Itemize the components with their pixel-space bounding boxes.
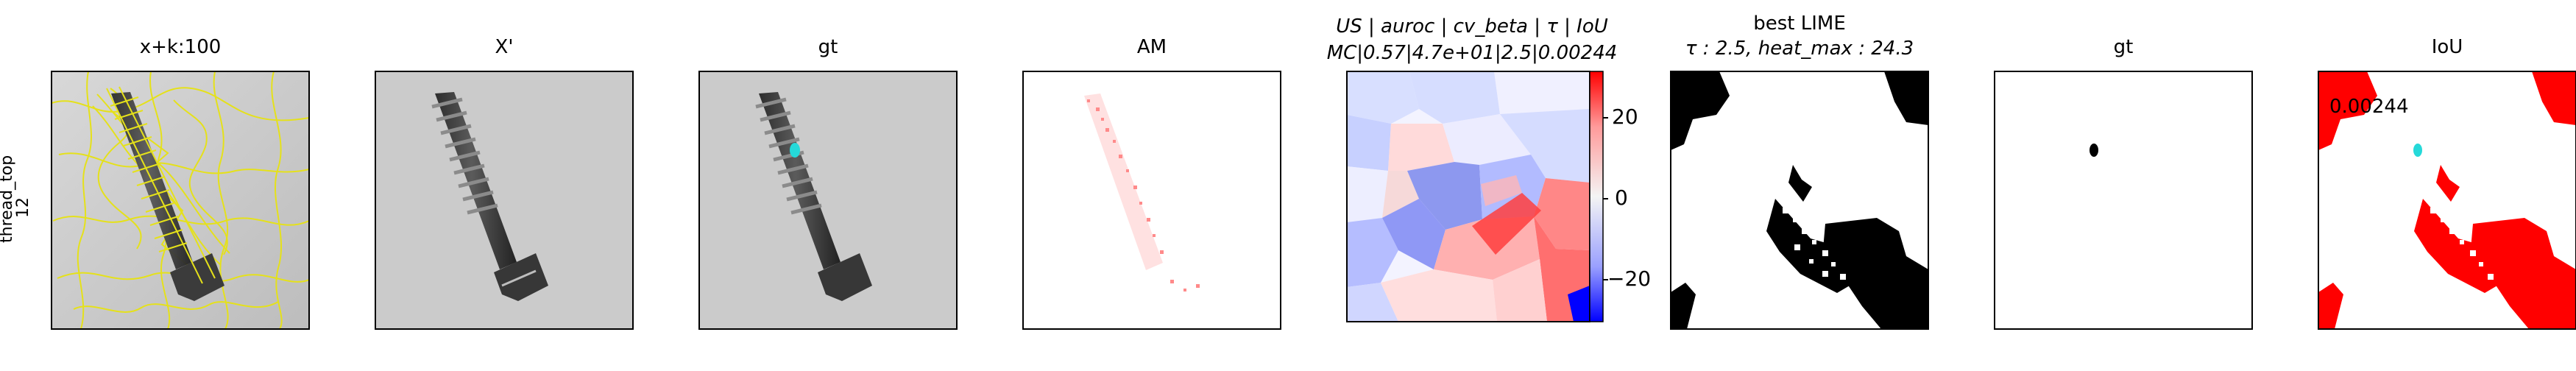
panel-title-explanation-line2: MC|0.57|4.7e+01|2.5|0.00244 xyxy=(1327,42,1618,64)
panel-background xyxy=(1023,71,1281,329)
colorbar-tick-label-bottom: −20 xyxy=(1607,266,1651,291)
panel-gt-overlay xyxy=(698,71,958,330)
panel-title-iou: IoU xyxy=(2432,36,2463,58)
panel-title-x-prime: X' xyxy=(495,36,514,58)
iou-annotation: 0.00244 xyxy=(2329,96,2409,118)
panel-frame xyxy=(1994,71,2253,330)
panel-title-x-superpixels: x+k:100 xyxy=(140,36,222,58)
panel-frame xyxy=(2318,71,2576,330)
iou-mask-speckles xyxy=(2430,208,2494,280)
panel-title-best-lime-line1: best LIME xyxy=(1753,13,1846,35)
panel-x-superpixels xyxy=(51,71,310,330)
screw-image xyxy=(755,92,872,301)
colorbar xyxy=(1590,71,1603,322)
colorbar-frame xyxy=(1589,71,1604,322)
explanation-heatmap xyxy=(1347,71,1590,322)
lime-mask-speckles xyxy=(1783,208,1846,280)
am-heatmap xyxy=(1084,93,1200,292)
panel-frame xyxy=(375,71,634,330)
panel-title-gt-mask: gt xyxy=(2114,36,2134,58)
panel-title-gt-overlay: gt xyxy=(818,36,838,58)
lime-mask xyxy=(1671,71,1928,329)
panel-frame xyxy=(698,71,958,330)
panel-iou: 0.00244 xyxy=(2318,71,2576,330)
screw-image xyxy=(431,92,548,301)
gt-marker xyxy=(790,143,800,158)
screw-image xyxy=(106,86,224,301)
panel-title-best-lime-line2: τ : 2.5, heat_max : 24.3 xyxy=(1685,38,1914,60)
panel-frame xyxy=(51,71,310,330)
panel-frame xyxy=(1670,71,1929,330)
colorbar-tick-label-top: 20 xyxy=(1612,105,1638,129)
row-label-line1: thread_top xyxy=(0,155,16,243)
panel-best-lime xyxy=(1670,71,1929,330)
iou-mask xyxy=(2318,71,2576,329)
panel-explanation: 20 0 −20 xyxy=(1346,71,1651,322)
panel-x-prime xyxy=(375,71,634,330)
panel-title-explanation-line1: US | auroc | cv_beta | τ | IoU xyxy=(1336,15,1608,38)
panel-gt-mask xyxy=(1994,71,2253,330)
panel-frame xyxy=(1022,71,1281,330)
iou-marker xyxy=(2413,144,2422,157)
row-label-line2: 12 xyxy=(14,197,32,218)
panel-title-am: AM xyxy=(1137,36,1167,58)
colorbar-tick-label-middle: 0 xyxy=(1615,186,1628,210)
gt-mask-marker xyxy=(2090,144,2098,157)
panel-background xyxy=(1995,71,2252,329)
panel-am xyxy=(1022,71,1281,330)
